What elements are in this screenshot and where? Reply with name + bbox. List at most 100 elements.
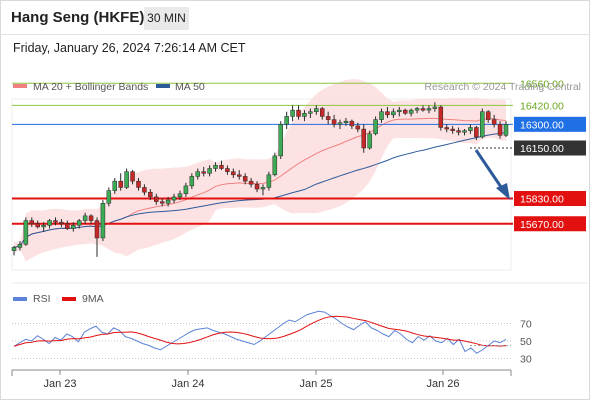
x-tick-label: Jan 23 — [43, 378, 76, 390]
candle-body-down — [142, 187, 147, 193]
candle — [432, 102, 438, 112]
candle-body-down — [385, 111, 390, 116]
candle — [242, 173, 248, 185]
chart-datetime: Friday, January 26, 2024 7:26:14 AM CET — [13, 41, 246, 55]
candle — [47, 219, 52, 229]
candle-body-up — [17, 244, 23, 248]
candle — [426, 105, 432, 114]
candle-body-down — [325, 116, 331, 120]
candle — [385, 106, 390, 119]
candle-body-up — [41, 225, 46, 228]
candle — [100, 200, 106, 242]
candle-body-up — [82, 215, 88, 221]
level-16560.00: 16560.00 — [12, 78, 564, 90]
candle — [177, 190, 183, 201]
level-label: 16420.00 — [520, 100, 564, 112]
legend: MA 20 + Bollinger Bands MA 50 Research ©… — [13, 81, 581, 93]
candle-body-down — [319, 108, 325, 117]
candle — [65, 220, 70, 231]
candle-body-up — [195, 171, 201, 177]
candle — [414, 106, 420, 114]
candle-body-down — [130, 171, 135, 182]
candle — [183, 182, 189, 197]
candle-body-up — [278, 124, 283, 157]
candle — [94, 217, 100, 257]
candle-body-up — [189, 176, 195, 187]
candle-body-down — [349, 120, 355, 127]
candle-body-down — [65, 223, 70, 229]
candle — [480, 108, 485, 139]
candle — [379, 108, 384, 123]
rsi-tick-label: 50 — [520, 336, 532, 348]
candle-body-up — [373, 119, 378, 135]
candle — [23, 217, 29, 246]
candle-body-down — [231, 171, 236, 176]
candle-body-up — [177, 193, 183, 198]
level-tag — [514, 140, 586, 156]
candle — [456, 127, 461, 136]
rsi-line — [13, 310, 507, 354]
legend-9ma-swatch — [62, 297, 76, 301]
candle-body-up — [379, 111, 384, 120]
candle-body-up — [213, 165, 218, 169]
candle — [474, 125, 479, 141]
candle — [314, 105, 319, 115]
candle-body-down — [35, 223, 40, 228]
candle — [118, 173, 123, 191]
candle — [219, 160, 224, 171]
candle-body-up — [468, 127, 473, 131]
level-16150.00: 16150.00 — [470, 140, 586, 156]
candle — [106, 187, 112, 207]
candle-body-up — [207, 168, 212, 174]
candle-body-up — [171, 196, 177, 201]
candle — [302, 110, 307, 122]
candle-body-up — [462, 130, 467, 133]
candle-body-down — [248, 180, 254, 185]
candle-body-up — [337, 122, 343, 125]
plot-area-border — [11, 98, 512, 271]
candle — [154, 193, 159, 205]
level-label: 15670.00 — [520, 219, 564, 231]
instrument-title: Hang Seng (HKFE) — [11, 9, 145, 26]
candle — [76, 219, 82, 229]
candle — [237, 170, 242, 180]
candle — [349, 119, 355, 130]
candle-body-down — [201, 171, 206, 174]
candle — [402, 108, 408, 115]
candle — [355, 122, 361, 133]
candle — [207, 165, 212, 177]
candle — [254, 181, 260, 193]
candle-body-down — [154, 196, 159, 202]
candle — [296, 105, 301, 120]
candle — [491, 114, 497, 128]
level-label: 16300.00 — [520, 119, 564, 131]
candle-body-down — [331, 119, 337, 125]
candle-body-up — [302, 113, 307, 117]
candle — [112, 177, 118, 194]
candle — [136, 177, 141, 191]
candle — [325, 111, 331, 125]
level-label: 16150.00 — [520, 143, 564, 155]
watermark: Research © 2024 Trading Central — [424, 81, 581, 93]
candle — [71, 222, 76, 232]
candle — [337, 119, 343, 130]
candle — [278, 121, 283, 160]
x-tick-label: Jan 24 — [171, 378, 204, 390]
candle — [41, 222, 46, 232]
candle — [391, 108, 396, 119]
candle-body-up — [272, 155, 278, 176]
timeframe-button[interactable]: 30 MIN — [144, 7, 189, 30]
level-16420.00: 16420.00 — [12, 100, 564, 112]
level-tag — [514, 116, 586, 132]
candle — [165, 196, 171, 207]
candle — [361, 124, 366, 153]
candle — [408, 108, 414, 117]
candle — [225, 165, 230, 175]
candle-body-up — [124, 171, 129, 188]
candle-body-up — [426, 108, 432, 111]
candle-body-down — [148, 191, 153, 198]
candle-body-down — [361, 128, 366, 149]
candle — [35, 220, 40, 229]
level-label: 15830.00 — [520, 194, 564, 206]
chart-header: Hang Seng (HKFE) 30 MIN — [0, 0, 590, 35]
